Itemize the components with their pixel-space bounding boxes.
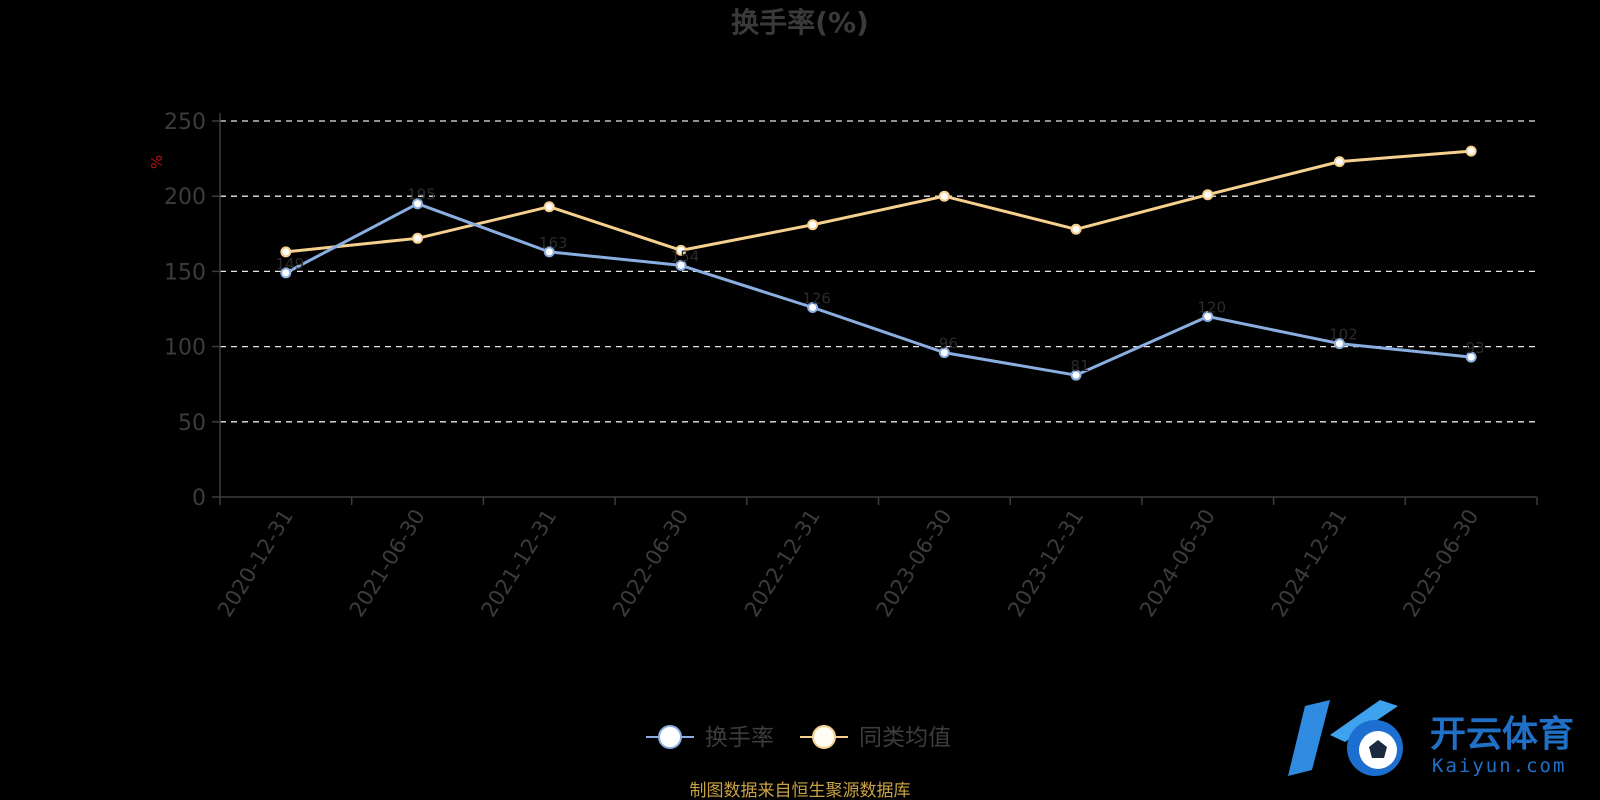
legend: 换手率 同类均值 bbox=[646, 725, 951, 751]
data-source-note: 制图数据来自恒生聚源数据库 bbox=[690, 781, 911, 800]
y-tick-label: 200 bbox=[164, 185, 206, 210]
x-tick-label: 2022-06-30 bbox=[608, 505, 693, 621]
legend-swatch-marker-turnover bbox=[658, 725, 682, 749]
series-layer bbox=[280, 145, 1477, 381]
x-tick-label: 2021-06-30 bbox=[345, 505, 430, 621]
legend-label-peer-average: 同类均值 bbox=[859, 725, 951, 751]
series-line-peer-average bbox=[285, 149, 1472, 254]
data-label-turnover: 195 bbox=[407, 186, 436, 204]
data-label-turnover: 154 bbox=[671, 247, 700, 265]
data-label-turnover: 163 bbox=[539, 234, 568, 252]
y-tick-label: 150 bbox=[164, 260, 206, 285]
data-point-turnover[interactable] bbox=[807, 301, 819, 313]
data-label-turnover: 102 bbox=[1329, 326, 1358, 344]
data-label-turnover: 93 bbox=[1466, 339, 1485, 357]
data-point-turnover[interactable] bbox=[1333, 338, 1345, 350]
x-tick-label: 2024-12-31 bbox=[1267, 505, 1352, 621]
data-point-peer-average[interactable] bbox=[1202, 189, 1214, 201]
data-point-turnover[interactable] bbox=[1070, 369, 1082, 381]
data-point-peer-average[interactable] bbox=[675, 244, 687, 256]
x-tick-label: 2022-12-31 bbox=[740, 505, 825, 621]
y-tick-label: 50 bbox=[178, 411, 206, 436]
y-axis: 0 50 100 150 200 250 bbox=[164, 110, 221, 511]
watermark-emblem bbox=[1288, 700, 1403, 776]
data-point-peer-average[interactable] bbox=[280, 246, 292, 258]
data-point-turnover[interactable] bbox=[675, 259, 687, 271]
y-tick-label: 0 bbox=[192, 486, 206, 511]
data-label-turnover: 126 bbox=[802, 289, 831, 307]
watermark-brand-cn: 开云体育 bbox=[1430, 714, 1574, 755]
watermark-brand-en: Kaiyun.com bbox=[1432, 755, 1566, 777]
x-tick-label: 2023-12-31 bbox=[1003, 505, 1088, 621]
x-axis: 2020-12-31 2021-06-30 2021-12-31 2022-06-30… bbox=[213, 496, 1538, 621]
data-point-turnover[interactable] bbox=[280, 267, 292, 279]
x-tick-label: 2023-06-30 bbox=[872, 505, 957, 621]
y-tick-label: 100 bbox=[164, 336, 206, 361]
legend-label-turnover: 换手率 bbox=[705, 725, 774, 751]
data-label-turnover: 149 bbox=[276, 255, 305, 273]
x-tick-label: 2024-06-30 bbox=[1135, 505, 1220, 621]
data-point-turnover[interactable] bbox=[1465, 351, 1477, 363]
data-point-peer-average[interactable] bbox=[1333, 156, 1345, 168]
legend-item-peer-average[interactable]: 同类均值 bbox=[800, 725, 951, 751]
data-point-turnover[interactable] bbox=[1202, 311, 1214, 323]
data-point-peer-average[interactable] bbox=[1070, 223, 1082, 235]
legend-item-turnover[interactable]: 换手率 bbox=[646, 725, 774, 751]
x-tick-label: 2021-12-31 bbox=[476, 505, 561, 621]
legend-swatch-marker-peer-average bbox=[812, 725, 836, 749]
data-point-turnover[interactable] bbox=[412, 198, 424, 210]
data-point-peer-average[interactable] bbox=[938, 190, 950, 202]
x-tick-label: 2020-12-31 bbox=[213, 505, 298, 621]
data-point-peer-average[interactable] bbox=[807, 219, 819, 231]
series-line-turnover bbox=[285, 202, 1472, 377]
data-point-turnover[interactable] bbox=[938, 347, 950, 359]
y-tick-label: 250 bbox=[164, 110, 206, 135]
data-point-peer-average[interactable] bbox=[543, 201, 555, 213]
data-point-turnover[interactable] bbox=[543, 246, 555, 258]
watermark-logo: 开云体育 Kaiyun.com bbox=[1288, 700, 1574, 777]
data-point-peer-average[interactable] bbox=[1465, 145, 1477, 157]
chart-title: 换手率(%) bbox=[731, 6, 869, 39]
data-label-turnover: 120 bbox=[1197, 299, 1226, 317]
y-axis-unit-label: % bbox=[148, 155, 166, 169]
data-label-turnover: 81 bbox=[1071, 357, 1090, 375]
data-labels: 149 195 163 154 126 96 81 120 102 93 bbox=[276, 186, 1485, 375]
data-label-turnover: 96 bbox=[939, 335, 958, 353]
x-tick-label: 2025-06-30 bbox=[1398, 505, 1483, 621]
data-point-peer-average[interactable] bbox=[412, 232, 424, 244]
